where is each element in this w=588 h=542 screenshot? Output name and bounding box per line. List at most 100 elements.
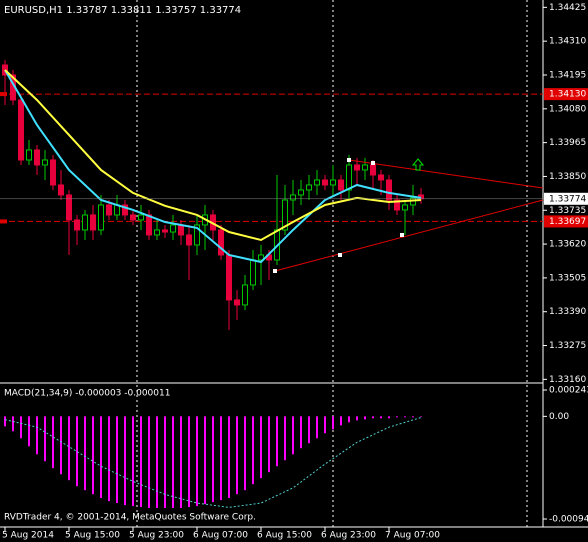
candle-body xyxy=(154,229,160,236)
y-tick-label: 1.33390 xyxy=(549,307,586,317)
x-tick-label: 5 Aug 2014 xyxy=(2,531,54,541)
macd-bar xyxy=(348,416,350,423)
macd-bar xyxy=(300,416,302,449)
candle-body xyxy=(98,204,104,231)
macd-bar xyxy=(364,416,366,420)
macd-bar xyxy=(380,416,382,419)
candle-body xyxy=(242,284,248,306)
macd-bar xyxy=(20,416,22,439)
candle-body xyxy=(34,149,40,166)
y-tick-label: 1.34310 xyxy=(549,37,586,47)
candle-body xyxy=(386,179,392,201)
macd-signal xyxy=(4,417,422,508)
y-tick-label: 1.33505 xyxy=(549,273,586,283)
macd-tick-label: 0.00 xyxy=(549,412,569,422)
y-tick-label: 1.34195 xyxy=(549,70,586,80)
macd-bar xyxy=(132,416,134,507)
candle-body xyxy=(186,234,192,246)
macd-bar xyxy=(308,416,310,444)
macd-bar xyxy=(324,416,326,434)
macd-bar xyxy=(188,416,190,508)
level-marker xyxy=(0,219,7,224)
macd-bar xyxy=(4,416,6,427)
macd-bar xyxy=(420,416,422,417)
level-label-bg xyxy=(544,215,588,228)
anchor-point xyxy=(273,269,277,273)
candle-body xyxy=(226,254,232,301)
candle-body xyxy=(218,229,224,256)
candle-body xyxy=(290,194,296,201)
level-label: 1.33697 xyxy=(549,217,586,227)
chart-title: EURUSD,H1 1.33787 1.33811 1.33757 1.3377… xyxy=(4,5,241,16)
macd-bar xyxy=(276,416,278,467)
candle-body xyxy=(18,99,24,161)
candle-body xyxy=(58,184,64,196)
candle-body xyxy=(122,204,128,216)
candle-body xyxy=(162,229,168,233)
macd-bar xyxy=(316,416,318,439)
macd-bar xyxy=(28,416,30,447)
candle-body xyxy=(354,164,360,171)
anchor-point xyxy=(371,161,375,165)
candle-body xyxy=(50,159,56,186)
level-label: 1.34130 xyxy=(549,90,586,100)
candle-body xyxy=(82,214,88,231)
macd-bar xyxy=(260,416,262,479)
candle-body xyxy=(378,174,384,181)
macd-bar xyxy=(116,416,118,504)
macd-bar xyxy=(244,416,246,491)
bid-label-bg xyxy=(544,192,588,205)
macd-bar xyxy=(340,416,342,426)
macd-bar xyxy=(356,416,358,421)
macd-bar xyxy=(108,416,110,502)
candle-body xyxy=(338,179,344,191)
candle-body xyxy=(322,179,328,186)
macd-bar xyxy=(148,416,150,509)
macd-bar xyxy=(196,416,198,507)
trend-line xyxy=(348,159,544,189)
macd-bar xyxy=(268,416,270,473)
candle-body xyxy=(170,224,176,233)
trend-line xyxy=(274,199,544,272)
candle-body xyxy=(298,189,304,196)
candle-body xyxy=(330,179,336,186)
macd-bar xyxy=(228,416,230,499)
macd-bar xyxy=(124,416,126,506)
macd-tick-label: -0.000947 xyxy=(549,515,588,525)
plot xyxy=(0,59,543,509)
y-tick-label: 1.33160 xyxy=(549,375,586,385)
macd-bar xyxy=(388,416,390,419)
macd-bar xyxy=(100,416,102,499)
macd-bar xyxy=(372,416,374,419)
x-tick-label: 6 Aug 23:00 xyxy=(321,531,376,541)
macd-title: MACD(21,34,9) -0.000003 -0.000011 xyxy=(4,389,170,399)
macd-bar xyxy=(236,416,238,495)
macd-bar xyxy=(284,416,286,461)
candle-body xyxy=(146,214,152,236)
candle-body xyxy=(314,179,320,186)
macd-bar xyxy=(412,416,414,418)
macd-bar xyxy=(84,416,86,491)
macd-bar xyxy=(332,416,334,430)
macd-bar xyxy=(60,416,62,475)
x-tick-label: 5 Aug 23:00 xyxy=(129,531,184,541)
macd-bar xyxy=(164,416,166,509)
macd-bar xyxy=(156,416,158,509)
arrow-up-icon xyxy=(411,158,425,171)
macd-bar xyxy=(404,416,406,418)
candle-body xyxy=(258,254,264,261)
macd-bar xyxy=(92,416,94,495)
macd-bar xyxy=(220,416,222,501)
candle-body xyxy=(130,214,136,221)
x-tick-label: 6 Aug 07:00 xyxy=(193,531,248,541)
macd-tick-label: 0.000243 xyxy=(549,386,588,396)
macd-bar xyxy=(292,416,294,455)
candle-body xyxy=(66,194,72,221)
candle-body xyxy=(234,299,240,306)
macd-bar xyxy=(172,416,174,509)
candle-body xyxy=(106,204,112,216)
level-marker xyxy=(0,92,7,97)
macd-bar xyxy=(68,416,70,481)
